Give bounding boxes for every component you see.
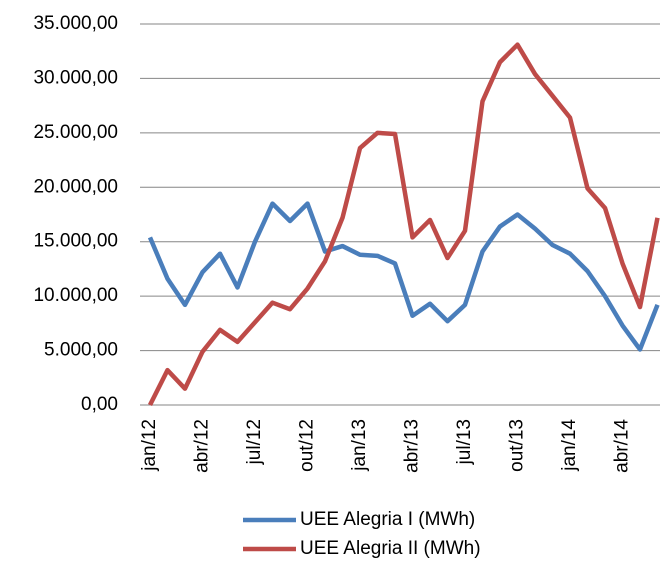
y-tick-label: 0,00 [81, 394, 118, 415]
x-tick-label: abr/13 [402, 419, 423, 473]
legend-label: UEE Alegria I (MWh) [300, 509, 475, 530]
x-tick-label: out/13 [507, 419, 528, 472]
y-tick-label: 5.000,00 [44, 340, 118, 361]
x-tick-label: abr/12 [192, 419, 213, 473]
series-line [147, 42, 660, 407]
x-tick-label: jan/14 [559, 419, 580, 472]
y-tick-label: 30.000,00 [33, 67, 118, 88]
x-tick-label: jul/12 [244, 419, 265, 465]
x-tick-label: abr/14 [612, 419, 633, 473]
x-tick-label: jan/12 [139, 419, 160, 472]
y-tick-label: 10.000,00 [33, 285, 118, 306]
y-tick-label: 20.000,00 [33, 176, 118, 197]
y-tick-label: 25.000,00 [33, 122, 118, 143]
x-tick-label: jul/13 [454, 419, 475, 465]
y-tick-label: 35.000,00 [33, 13, 118, 34]
series-line [147, 201, 660, 352]
x-tick-label: jan/13 [349, 419, 370, 472]
legend-label: UEE Alegria II (MWh) [300, 538, 481, 559]
x-tick-label: out/12 [297, 419, 318, 472]
y-tick-label: 15.000,00 [33, 231, 118, 252]
